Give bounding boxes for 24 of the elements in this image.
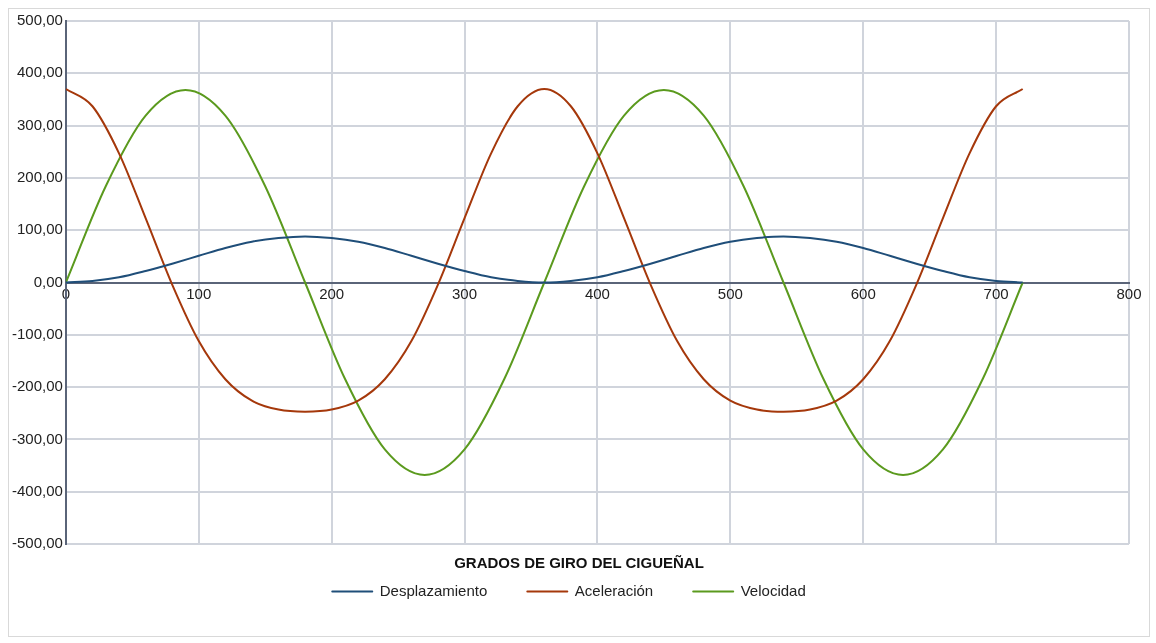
x-tick-label: 600 xyxy=(850,284,876,302)
y-tick-label: -200,00 xyxy=(12,377,63,395)
x-tick-label: 800 xyxy=(1116,284,1142,302)
legend-label: Aceleración xyxy=(574,581,654,599)
x-tick-label: 400 xyxy=(584,284,610,302)
x-tick-label: 700 xyxy=(983,284,1009,302)
line-series xyxy=(65,235,1024,284)
x-tick-label: 100 xyxy=(186,284,212,302)
y-tick-label: 500,00 xyxy=(16,11,63,29)
y-tick-label: -400,00 xyxy=(12,481,63,499)
y-tick-label: 200,00 xyxy=(16,168,63,186)
x-tick-label: 300 xyxy=(452,284,478,302)
y-tick-label: 0,00 xyxy=(33,272,63,290)
y-tick-label: -100,00 xyxy=(12,324,63,342)
y-tick-label: -300,00 xyxy=(12,429,63,447)
x-tick-label: 200 xyxy=(319,284,345,302)
y-tick-label: 300,00 xyxy=(16,115,63,133)
y-tick-label: 100,00 xyxy=(16,220,63,238)
y-tick-label: 400,00 xyxy=(16,63,63,81)
legend-label: Velocidad xyxy=(740,581,806,599)
x-axis-title: GRADOS DE GIRO DEL CIGUEÑAL xyxy=(453,554,705,571)
legend-label: Desplazamiento xyxy=(379,581,488,599)
x-tick-label: 500 xyxy=(717,284,743,302)
y-tick-label: -500,00 xyxy=(12,534,63,552)
